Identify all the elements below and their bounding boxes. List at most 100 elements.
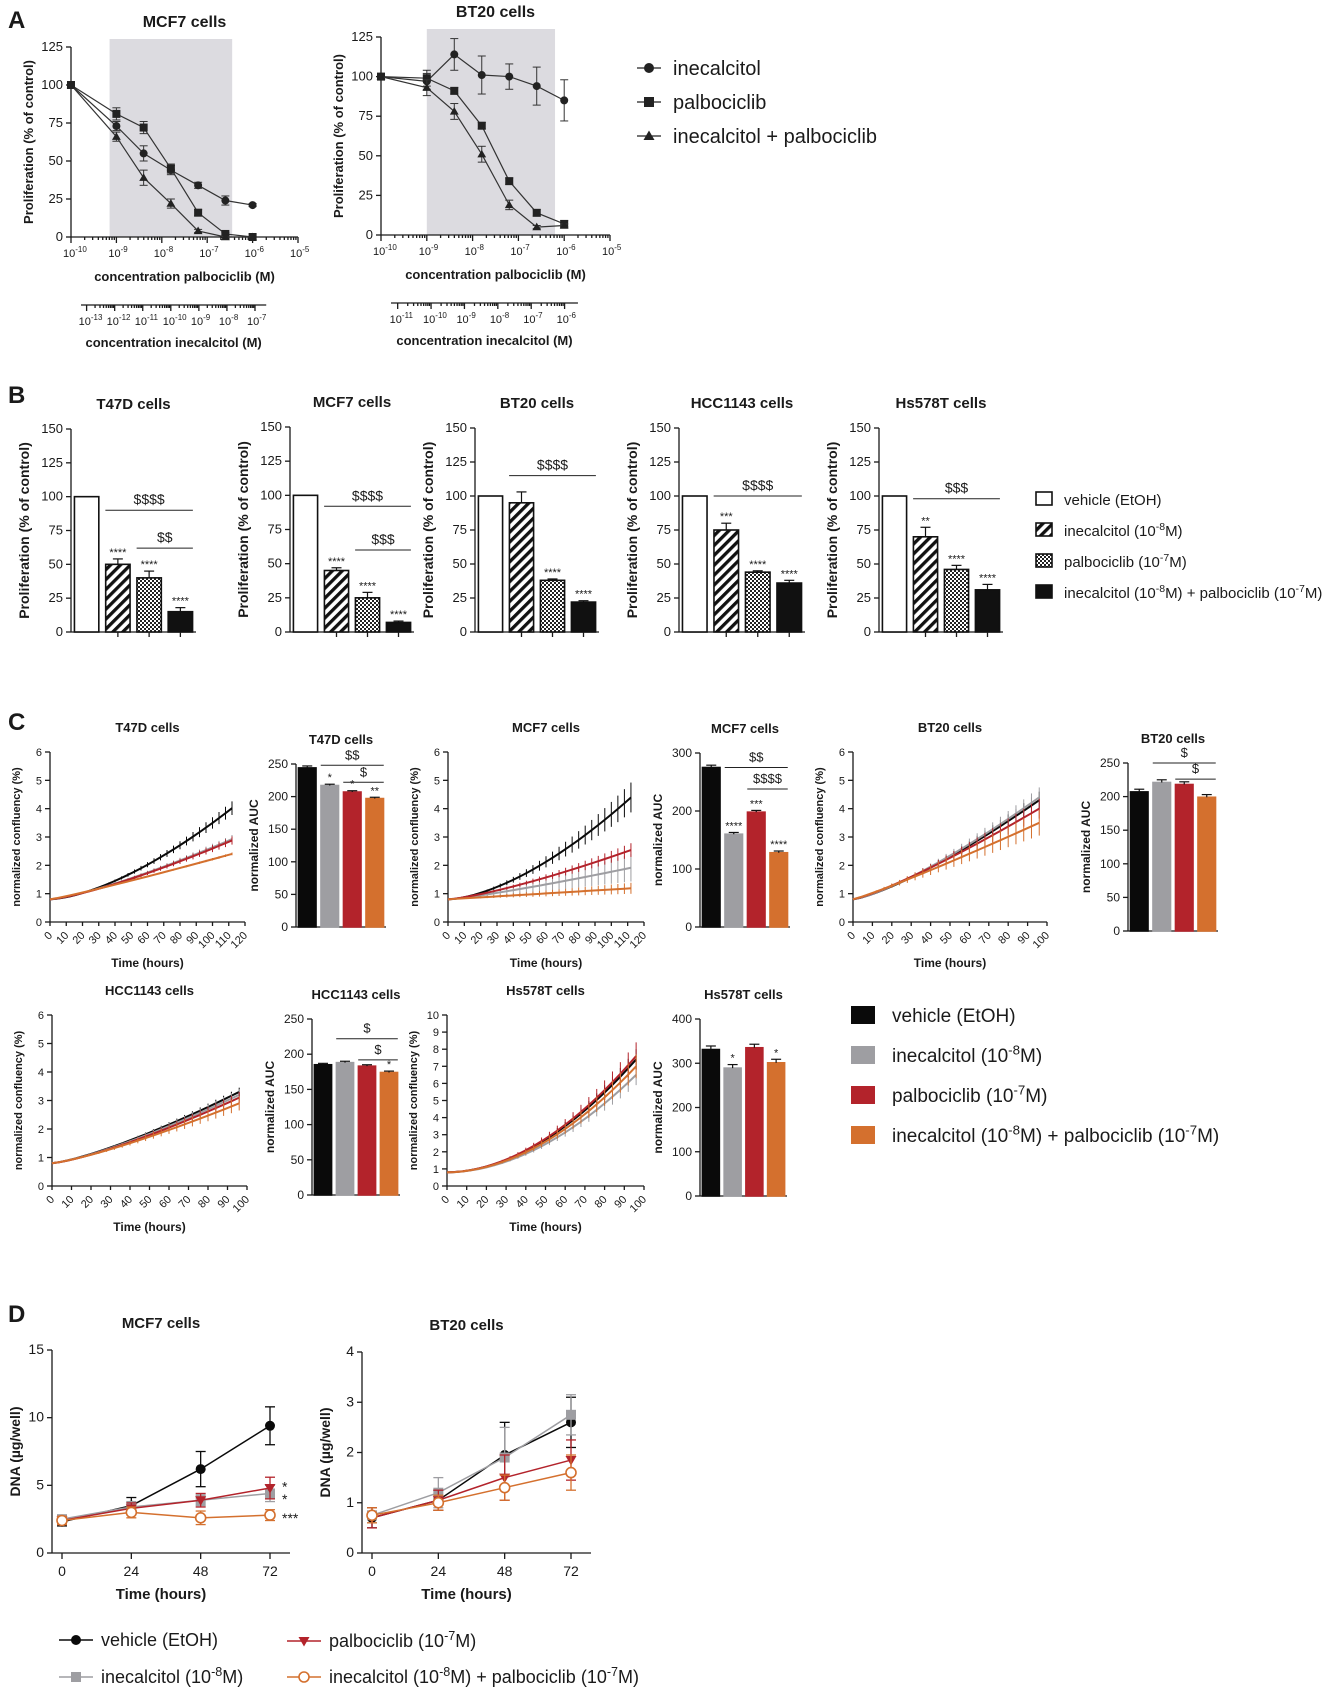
legend-label: inecalcitol (10-8M) xyxy=(101,1665,243,1687)
x-tick-label: 0 xyxy=(44,1194,57,1207)
y-tick-label: 100 xyxy=(268,855,288,869)
x-tick-label: 72 xyxy=(262,1563,278,1579)
comparison-label: $ xyxy=(1181,745,1189,760)
x-tick-label: 20 xyxy=(474,1194,491,1211)
x-tick-label: 48 xyxy=(193,1563,209,1579)
x-axis-label: Time (hours) xyxy=(111,956,183,970)
series-line-vehicle xyxy=(852,799,1040,901)
y-axis-label: DNA (µg/well) xyxy=(7,1407,23,1497)
data-point-circle xyxy=(112,122,121,131)
y-tick-label: 150 xyxy=(284,1082,304,1096)
x-tick-exp: -6 xyxy=(257,245,265,254)
legend-label: palbociclib (10-7M) xyxy=(1064,552,1187,571)
x-tick-exp: -8 xyxy=(477,243,485,252)
legend-label: inecalcitol (10-8M) + palbociclib (10-7M… xyxy=(329,1665,639,1687)
x-tick-label: 20 xyxy=(469,930,486,947)
y-tick-label: 3 xyxy=(38,1096,44,1108)
legend-label: palbociclib xyxy=(673,92,766,114)
y-tick-label: 5 xyxy=(839,775,845,787)
y-tick-label: 50 xyxy=(49,153,63,168)
bar-1 xyxy=(292,494,319,633)
y-tick-label: 6 xyxy=(839,747,845,759)
x2-tick-exp: -10 xyxy=(435,311,447,320)
legend-swatch-vehicle xyxy=(851,1006,875,1024)
significance-stars: *** xyxy=(720,511,734,523)
data-point-circle xyxy=(505,72,514,81)
y-tick-label: 25 xyxy=(49,191,63,206)
bar-1 xyxy=(73,495,100,633)
y-tick-label: 125 xyxy=(41,39,63,54)
x2-tick-base: 10 xyxy=(107,316,119,328)
data-point-combo xyxy=(56,1514,68,1527)
data-point-triangle xyxy=(112,132,121,140)
x-tick-label: 10-7 xyxy=(510,243,530,258)
x2-tick-exp: -8 xyxy=(231,313,239,322)
comparison-label: $$ xyxy=(749,750,764,765)
data-point-vehicle xyxy=(195,1464,206,1475)
x-tick-label: 30 xyxy=(494,1194,511,1211)
y-tick-label: 0 xyxy=(685,1189,692,1203)
legend-label-part: vehicle (EtOH) xyxy=(101,1630,218,1650)
y-tick-label: 4 xyxy=(346,1343,354,1359)
x-tick-label: 100 xyxy=(628,1194,649,1215)
panel-label: C xyxy=(8,709,25,736)
y-tick-label: 25 xyxy=(857,590,871,605)
legend-label-part: vehicle (EtOH) xyxy=(1064,492,1162,509)
bar-1 xyxy=(1129,791,1149,932)
x-tick-label: 0 xyxy=(845,930,858,943)
comparison-label: $ xyxy=(360,764,368,779)
x-tick-label: 90 xyxy=(612,1194,629,1211)
y-tick-label: 10 xyxy=(427,1010,439,1022)
bar-1 xyxy=(477,495,504,633)
y-tick-label: 150 xyxy=(849,420,871,435)
x-tick-label: 50 xyxy=(938,930,955,947)
data-point-square xyxy=(505,177,514,186)
x-tick-label: 10-9 xyxy=(419,243,439,258)
x-tick-base: 10 xyxy=(465,246,477,258)
y-tick-label: 0 xyxy=(38,1181,44,1193)
y-tick-label: 2 xyxy=(346,1444,354,1460)
legend-label-part: M) + palbociclib (10 xyxy=(1020,1126,1185,1147)
y-tick-label: 15 xyxy=(28,1341,44,1357)
y-tick-label: 100 xyxy=(649,488,671,503)
y-tick-label: 50 xyxy=(49,556,63,571)
y-axis-label: normalized confluency (%) xyxy=(409,767,421,907)
series-line-palbociclib xyxy=(61,1487,271,1522)
y-tick-label: 75 xyxy=(49,523,63,538)
y-tick-label: 5 xyxy=(36,775,42,787)
data-point-circle xyxy=(477,71,486,80)
x2-tick-base: 10 xyxy=(456,314,468,326)
legend-label: palbociclib (10-7M) xyxy=(892,1082,1047,1107)
chart-title: T47D cells xyxy=(115,720,179,735)
x2-tick-base: 10 xyxy=(523,314,535,326)
series-line-combo xyxy=(852,821,1040,901)
y-tick-label: 3 xyxy=(839,832,845,844)
data-point-triangle xyxy=(504,200,514,209)
y-tick-label: 100 xyxy=(445,488,467,503)
legend-label-part: inecalcitol (10 xyxy=(892,1126,1008,1147)
y-tick-label: 100 xyxy=(41,489,63,504)
data-point-circle xyxy=(560,96,569,105)
comparison-label: $$$$ xyxy=(742,477,773,493)
bar-2 xyxy=(508,501,535,633)
series-line-combo xyxy=(371,1471,572,1517)
x2-tick-exp: -8 xyxy=(502,311,510,320)
x-tick-exp: -7 xyxy=(523,243,531,252)
bar-3 xyxy=(539,579,566,633)
bar-2 xyxy=(323,569,350,633)
x-tick-exp: -9 xyxy=(121,245,129,254)
x-tick-label: 120 xyxy=(229,930,250,951)
x-tick-label: 10-6 xyxy=(556,243,576,258)
bar-1 xyxy=(681,495,708,633)
chart-title: MCF7 cells xyxy=(122,1315,200,1332)
legend-label-part: M) xyxy=(1197,1126,1219,1147)
x-tick-exp: -5 xyxy=(614,243,622,252)
x-tick-base: 10 xyxy=(419,246,431,258)
y-tick-label: 0 xyxy=(56,624,63,639)
x2-tick-label: 10-9 xyxy=(191,313,211,328)
x-tick-label: 10-5 xyxy=(290,245,310,260)
comparison-label: $$$$ xyxy=(134,491,165,507)
x-axis-label: concentration palbociclib (M) xyxy=(94,269,275,284)
significance-stars: * xyxy=(774,1047,779,1059)
x-tick-label: 100 xyxy=(1031,930,1052,951)
